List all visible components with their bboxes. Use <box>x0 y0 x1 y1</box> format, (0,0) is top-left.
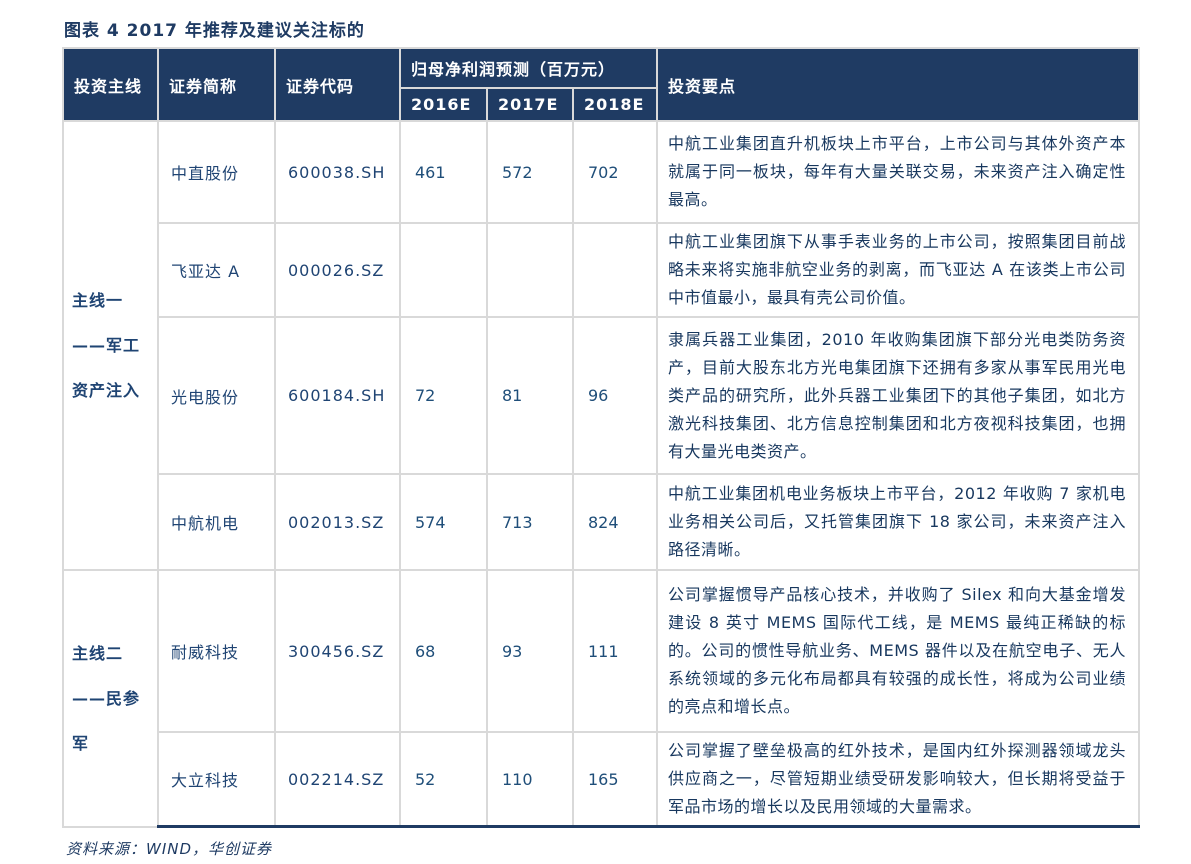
forecast-2016e: 52 <box>399 731 488 828</box>
source-note: 资料来源：WIND，华创证券 <box>66 840 273 858</box>
header-2017e: 2017E <box>486 87 574 122</box>
stock-name: 大立科技 <box>157 731 276 828</box>
forecast-2017e: 81 <box>486 316 574 475</box>
table-row: 主线二——民参军 耐威科技 300456.SZ 68 93 111 公司掌握惯导… <box>62 569 1141 828</box>
forecast-2016e: 68 <box>399 569 488 733</box>
header-row-2: 2016E 2017E 2018E <box>63 87 1139 122</box>
forecast-2018e: 165 <box>571 731 659 828</box>
header-code: 证券代码 <box>274 47 401 122</box>
forecast-2018e: 96 <box>571 316 659 475</box>
forecast-2016e: 72 <box>399 316 488 475</box>
investment-points: 中航工业集团直升机板块上市平台，上市公司与其体外资产本就属于同一板块，每年有大量… <box>656 120 1141 224</box>
header-name: 证券简称 <box>157 47 276 122</box>
forecast-2016e: 461 <box>399 120 488 224</box>
header-forecast-group: 归母净利润预测（百万元） <box>398 47 659 89</box>
stock-code: 300456.SZ <box>274 569 401 733</box>
stock-name: 中航机电 <box>157 473 276 571</box>
forecast-2017e: 93 <box>486 569 574 733</box>
table-row: 飞亚达 A 000026.SZ 中航工业集团旗下从事手表业务的上市公司，按照集团… <box>63 222 1141 318</box>
figure-title: 图表 4 2017 年推荐及建议关注标的 <box>64 21 365 41</box>
stock-code: 000026.SZ <box>274 222 401 318</box>
header-row-1: 投资主线 证券简称 证券代码 归母净利润预测（百万元） 投资要点 <box>62 47 1141 122</box>
recommendation-table: 投资主线 证券简称 证券代码 归母净利润预测（百万元） 投资要点 2016E 2… <box>62 47 1141 828</box>
table-row: 主线一——军工资产注入 中直股份 600038.SH 461 572 702 中… <box>62 120 1141 571</box>
investment-points: 中航工业集团机电业务板块上市平台，2012 年收购 7 家机电业务相关公司后，又… <box>656 473 1141 571</box>
table-row: 中航机电 002013.SZ 574 713 824 中航工业集团机电业务板块上… <box>63 473 1141 571</box>
theme-cell-section2: 主线二——民参军 <box>62 569 159 828</box>
header-2016e: 2016E <box>399 87 488 122</box>
forecast-2018e: 702 <box>571 120 659 224</box>
header-2018e: 2018E <box>571 87 659 122</box>
header-theme: 投资主线 <box>62 47 159 122</box>
forecast-2016e: 574 <box>399 473 488 571</box>
stock-name: 光电股份 <box>157 316 276 475</box>
forecast-2018e <box>571 222 659 318</box>
table-row: 大立科技 002214.SZ 52 110 165 公司掌握了壁垒极高的红外技术… <box>63 731 1141 828</box>
stock-code: 002013.SZ <box>274 473 401 571</box>
investment-points: 公司掌握了壁垒极高的红外技术，是国内红外探测器领域龙头供应商之一，尽管短期业绩受… <box>656 731 1141 828</box>
forecast-2017e: 572 <box>486 120 574 224</box>
forecast-2017e <box>486 222 574 318</box>
stock-name: 中直股份 <box>157 120 276 224</box>
forecast-2016e <box>399 222 488 318</box>
forecast-2017e: 110 <box>486 731 574 828</box>
stock-code: 600038.SH <box>274 120 401 224</box>
investment-points: 隶属兵器工业集团，2010 年收购集团旗下部分光电类防务资产，目前大股东北方光电… <box>656 316 1141 475</box>
theme-cell-section1: 主线一——军工资产注入 <box>62 120 159 571</box>
stock-name: 飞亚达 A <box>157 222 276 318</box>
forecast-2017e: 713 <box>486 473 574 571</box>
stock-code: 600184.SH <box>274 316 401 475</box>
forecast-2018e: 111 <box>571 569 659 733</box>
investment-points: 中航工业集团旗下从事手表业务的上市公司，按照集团目前战略未来将实施非航空业务的剥… <box>656 222 1141 318</box>
header-points: 投资要点 <box>656 47 1141 122</box>
table-row: 光电股份 600184.SH 72 81 96 隶属兵器工业集团，2010 年收… <box>63 316 1141 475</box>
stock-code: 002214.SZ <box>274 731 401 828</box>
forecast-2018e: 824 <box>571 473 659 571</box>
stock-name: 耐威科技 <box>157 569 276 733</box>
investment-points: 公司掌握惯导产品核心技术，并收购了 Silex 和向大基金增发建设 8 英寸 M… <box>656 569 1141 733</box>
